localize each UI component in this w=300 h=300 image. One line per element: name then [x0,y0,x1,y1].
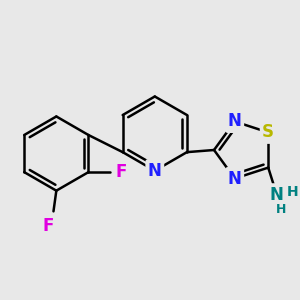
Text: N: N [270,186,284,204]
Text: N: N [148,162,162,180]
Text: S: S [262,123,274,141]
Text: H: H [287,185,298,199]
Text: F: F [42,217,53,235]
Text: F: F [116,163,127,181]
Text: H: H [276,202,286,215]
Text: N: N [228,169,242,188]
Text: N: N [228,112,242,130]
